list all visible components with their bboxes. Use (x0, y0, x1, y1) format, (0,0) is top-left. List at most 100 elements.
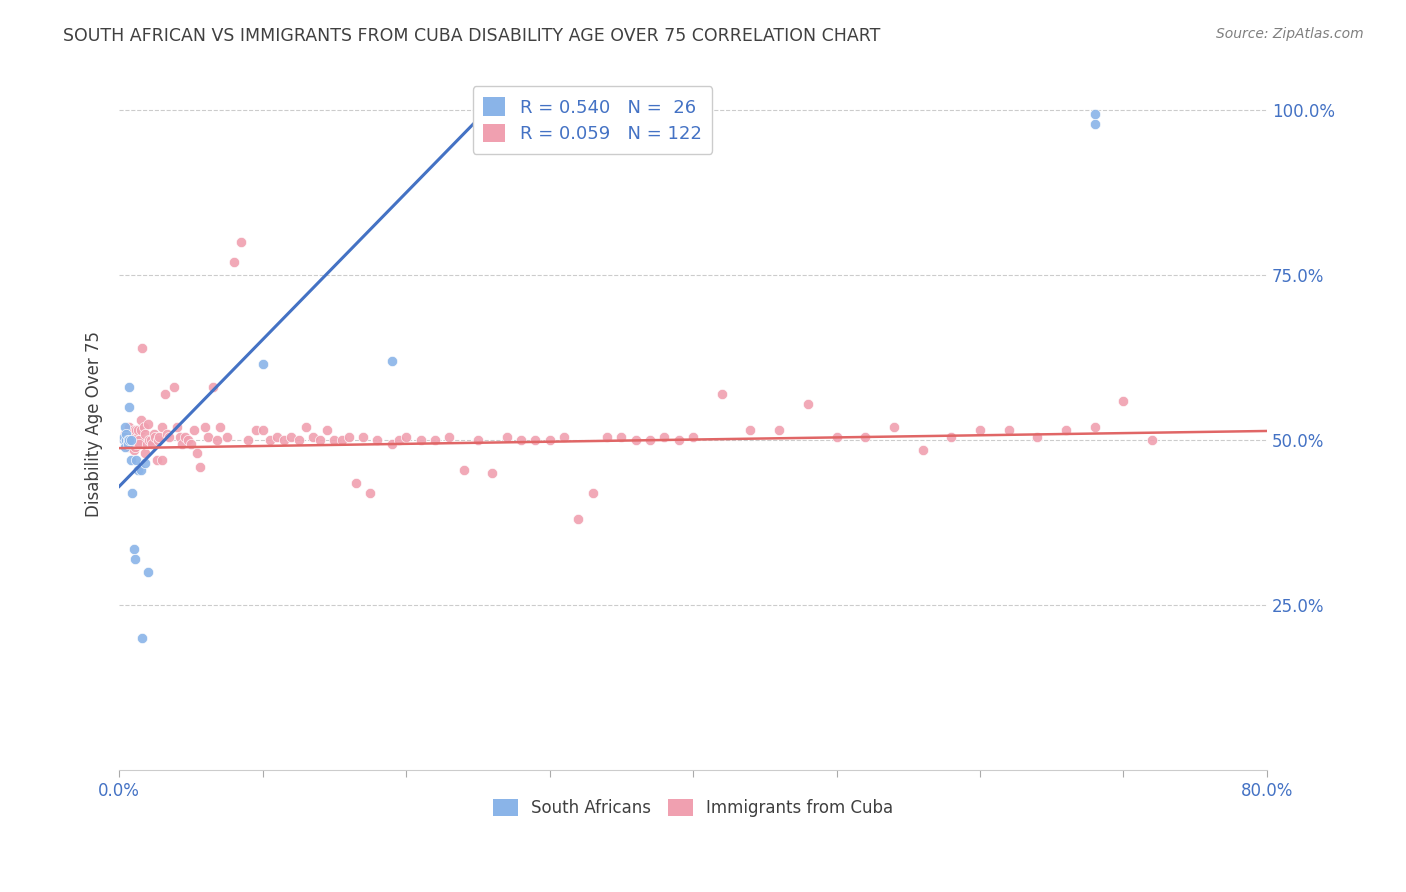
Point (294, 420, 316, 434)
Point (453, 463, 475, 477)
Point (252, 423, 274, 437)
Point (124, 440, 146, 454)
Point (117, 434, 139, 448)
Point (180, 436, 202, 450)
Point (188, 459, 211, 474)
Point (118, 401, 141, 415)
Point (197, 430, 219, 444)
Point (596, 430, 619, 444)
Point (127, 423, 149, 437)
Point (156, 426, 179, 441)
Point (740, 423, 762, 437)
Point (524, 434, 547, 448)
Point (114, 440, 136, 454)
Point (131, 631, 153, 645)
Legend: South Africans, Immigrants from Cuba: South Africans, Immigrants from Cuba (486, 792, 900, 824)
Point (127, 430, 149, 444)
Point (141, 436, 163, 450)
Point (330, 434, 353, 448)
Point (252, 357, 274, 371)
Point (231, 235, 253, 250)
Point (481, 466, 503, 480)
Point (124, 430, 146, 444)
Point (969, 423, 991, 437)
Point (1084, 420, 1107, 434)
Point (112, 430, 135, 444)
Point (166, 420, 188, 434)
Point (1084, 106, 1107, 120)
Point (117, 436, 139, 450)
Point (437, 430, 460, 444)
Point (136, 417, 159, 431)
Point (423, 434, 446, 448)
Point (124, 552, 146, 566)
Point (121, 430, 143, 444)
Point (1084, 117, 1107, 131)
Point (538, 434, 561, 448)
Point (245, 423, 267, 437)
Point (177, 434, 200, 448)
Point (316, 423, 339, 437)
Point (266, 430, 288, 444)
Point (128, 434, 150, 448)
Point (495, 430, 517, 444)
Point (638, 434, 661, 448)
Point (194, 420, 217, 434)
Point (323, 434, 346, 448)
Point (136, 565, 159, 579)
Point (112, 434, 135, 448)
Point (134, 446, 156, 460)
Point (169, 430, 191, 444)
Point (215, 430, 238, 444)
Point (129, 423, 152, 437)
Point (567, 512, 589, 526)
Text: Source: ZipAtlas.com: Source: ZipAtlas.com (1216, 27, 1364, 41)
Point (131, 341, 153, 355)
Point (668, 434, 690, 448)
Point (654, 430, 676, 444)
Point (139, 434, 162, 448)
Point (117, 426, 139, 441)
Point (1054, 423, 1077, 437)
Point (510, 434, 533, 448)
Point (114, 426, 136, 441)
Point (146, 434, 169, 448)
Point (138, 434, 160, 448)
Point (128, 436, 150, 450)
Point (117, 434, 139, 448)
Point (337, 430, 360, 444)
Point (186, 446, 208, 460)
Point (118, 420, 141, 434)
Point (134, 456, 156, 470)
Point (183, 423, 205, 437)
Point (205, 434, 228, 448)
Point (467, 434, 489, 448)
Point (118, 434, 141, 448)
Point (114, 420, 136, 434)
Point (150, 453, 173, 467)
Point (115, 430, 138, 444)
Point (120, 434, 142, 448)
Point (122, 423, 145, 437)
Point (115, 426, 138, 441)
Point (208, 420, 231, 434)
Point (121, 436, 143, 450)
Text: SOUTH AFRICAN VS IMMIGRANTS FROM CUBA DISABILITY AGE OVER 75 CORRELATION CHART: SOUTH AFRICAN VS IMMIGRANTS FROM CUBA DI… (63, 27, 880, 45)
Point (163, 380, 186, 394)
Point (1112, 393, 1135, 408)
Point (125, 453, 148, 467)
Point (122, 434, 145, 448)
Point (309, 434, 332, 448)
Point (1026, 430, 1049, 444)
Point (114, 434, 136, 448)
Point (143, 430, 166, 444)
Point (997, 423, 1019, 437)
Point (129, 463, 152, 477)
Point (118, 440, 141, 454)
Point (120, 430, 142, 444)
Point (238, 434, 260, 448)
Point (127, 463, 149, 477)
Point (201, 380, 224, 394)
Point (911, 443, 934, 458)
Point (148, 430, 170, 444)
